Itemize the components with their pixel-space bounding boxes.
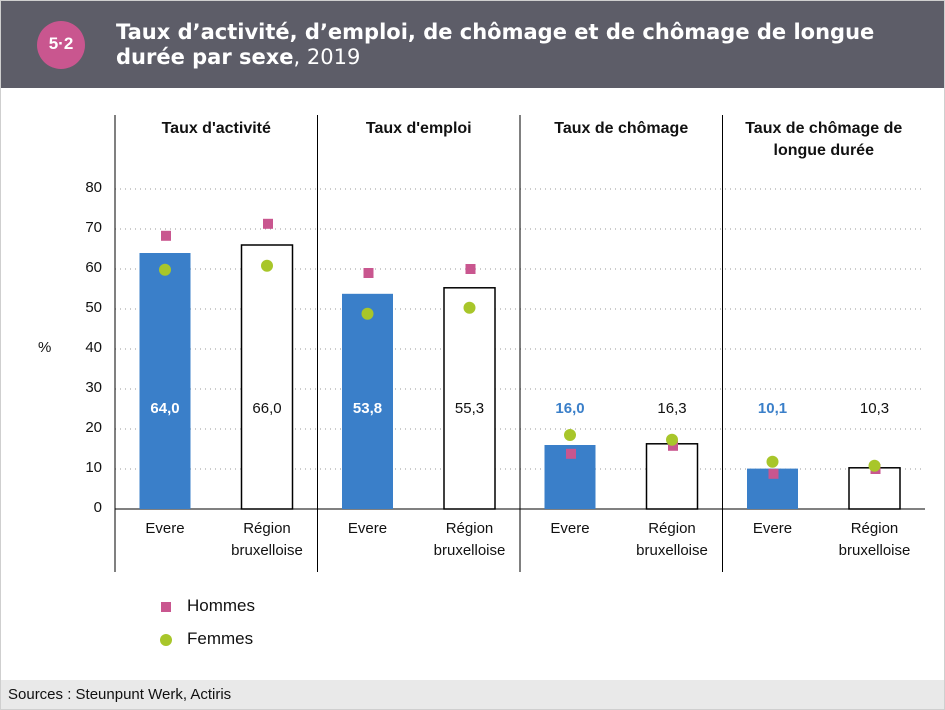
hommes-marker — [263, 218, 273, 229]
chart-title: Taux d’activité, d’emploi, de chômage et… — [116, 20, 936, 70]
legend-swatch — [160, 634, 172, 646]
header — [0, 0, 945, 88]
femmes-marker — [159, 263, 171, 276]
femmes-marker — [564, 429, 576, 441]
bar — [240, 244, 294, 510]
x-tick-label: Région bruxelloise — [433, 520, 506, 559]
femmes-marker — [766, 455, 779, 468]
femmes-marker — [261, 259, 273, 272]
value-label: 16,3 — [657, 400, 687, 418]
badge-circle — [37, 21, 85, 69]
y-axis-label: % — [38, 339, 52, 356]
chart-title-suffix: , 2019 — [293, 45, 361, 69]
y-tick-label: 10 — [85, 459, 102, 476]
panel-title: Taux de chômage de longue durée — [745, 120, 903, 159]
source: Sources : Steunpunt Werk, Actiris — [8, 686, 232, 703]
value-label: 53,8 — [352, 400, 383, 418]
panel-title: Taux de chômage — [554, 120, 689, 137]
bar — [139, 253, 191, 509]
femmes-marker — [361, 307, 374, 320]
y-tick-label: 60 — [85, 259, 102, 276]
hommes-marker — [768, 468, 779, 479]
hommes-marker — [668, 440, 678, 451]
x-tick-label: Evere — [550, 520, 590, 537]
femmes-marker — [666, 433, 678, 446]
bar — [848, 467, 901, 510]
value-label: 10,1 — [757, 400, 788, 418]
hommes-marker — [363, 268, 374, 278]
panel-title: Taux d'emploi — [365, 120, 472, 137]
bar — [443, 287, 496, 510]
value-label: 64,0 — [150, 400, 180, 418]
y-tick-label: 20 — [85, 419, 102, 436]
bar — [645, 443, 699, 510]
footer — [0, 680, 945, 710]
x-tick-label: Région bruxelloise — [636, 520, 708, 559]
hommes-marker — [465, 264, 476, 274]
badge-label: 5·2 — [48, 34, 74, 53]
x-tick-label: Région bruxelloise — [838, 520, 911, 559]
x-tick-label: Evere — [347, 520, 388, 537]
y-tick-label: 70 — [85, 219, 102, 236]
legend-label: Hommes — [187, 596, 256, 615]
hommes-marker — [566, 448, 576, 459]
x-tick-label: Evere — [145, 520, 185, 537]
bar — [342, 293, 393, 509]
legend-swatch — [161, 602, 171, 612]
y-tick-label: 80 — [85, 179, 102, 196]
legend-label: Femmes — [187, 629, 254, 648]
femmes-marker — [463, 301, 476, 314]
value-label: 55,3 — [454, 400, 485, 418]
panel-title: Taux d'activité — [161, 120, 271, 137]
chart-title-main: Taux d’activité, d’emploi, de chômage et… — [116, 20, 875, 69]
value-label: 10,3 — [859, 400, 890, 418]
value-label: 16,0 — [555, 400, 585, 418]
y-tick-label: 50 — [85, 299, 102, 316]
value-label: 66,0 — [252, 400, 282, 418]
y-tick-label: 0 — [93, 499, 102, 516]
x-tick-label: Evere — [752, 520, 793, 537]
x-tick-label: Région bruxelloise — [231, 520, 303, 559]
y-tick-label: 30 — [85, 379, 102, 396]
hommes-marker — [161, 230, 171, 241]
y-tick-label: 40 — [85, 339, 102, 356]
femmes-marker — [868, 459, 881, 472]
